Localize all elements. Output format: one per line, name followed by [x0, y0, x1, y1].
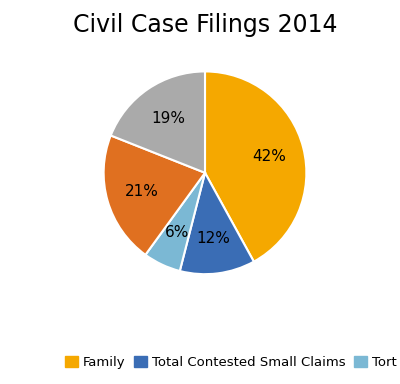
Wedge shape	[180, 173, 254, 274]
Wedge shape	[104, 136, 205, 255]
Wedge shape	[205, 71, 306, 262]
Title: Civil Case Filings 2014: Civil Case Filings 2014	[73, 13, 337, 37]
Text: 21%: 21%	[125, 184, 159, 199]
Wedge shape	[111, 71, 205, 173]
Text: 19%: 19%	[151, 111, 185, 126]
Text: 42%: 42%	[252, 149, 286, 164]
Wedge shape	[146, 173, 205, 271]
Text: 12%: 12%	[196, 231, 230, 246]
Text: 6%: 6%	[165, 225, 189, 240]
